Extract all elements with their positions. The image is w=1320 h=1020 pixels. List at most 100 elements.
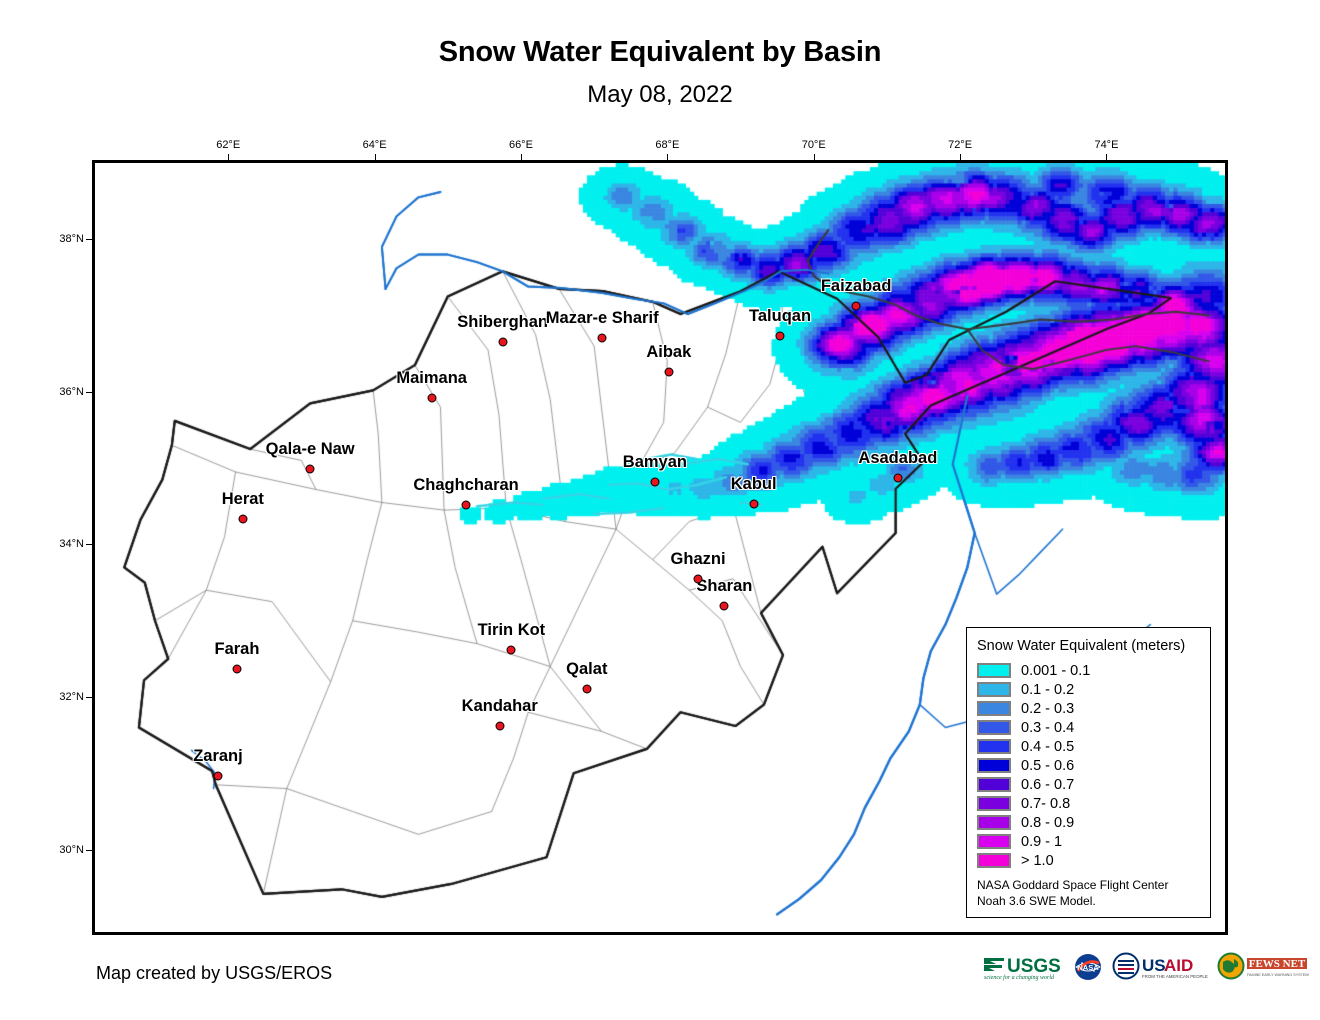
city-label: Bamyan — [622, 452, 687, 471]
city-marker[interactable] — [461, 500, 471, 510]
legend-color-swatch — [977, 853, 1011, 868]
legend-entry[interactable]: 0.5 - 0.6 — [977, 756, 1200, 775]
legend-entry-label: 0.9 - 1 — [1021, 833, 1063, 850]
city-label: Qalat — [566, 660, 608, 679]
city-marker[interactable] — [664, 367, 674, 377]
latitude-tick-label: 30°N — [59, 843, 84, 856]
legend-entry-label: > 1.0 — [1021, 852, 1054, 869]
legend-panel[interactable]: Snow Water Equivalent (meters) 0.001 - 0… — [966, 627, 1211, 919]
city-label: Chaghcharan — [413, 475, 519, 494]
legend-entry[interactable]: 0.2 - 0.3 — [977, 699, 1200, 718]
city-marker[interactable] — [749, 499, 759, 509]
legend-entry[interactable]: 0.4 - 0.5 — [977, 737, 1200, 756]
map-credit: Map created by USGS/EROS — [96, 963, 333, 983]
longitude-tick-mark — [667, 154, 669, 162]
legend-entry[interactable]: 0.6 - 0.7 — [977, 775, 1200, 794]
city-marker[interactable] — [851, 301, 861, 311]
city-marker[interactable] — [213, 771, 223, 781]
longitude-tick-label: 70°E — [801, 139, 826, 151]
city-marker[interactable] — [650, 477, 660, 487]
map-header: Snow Water Equivalent by Basin May 08, 2… — [0, 0, 1320, 109]
longitude-tick-mark — [960, 154, 962, 162]
legend-entry-label: 0.6 - 0.7 — [1021, 776, 1075, 793]
city-label: Zaranj — [193, 747, 243, 766]
latitude-tick-mark — [86, 697, 94, 699]
nasa-logo[interactable]: NASA — [1073, 952, 1103, 982]
legend-entry[interactable]: > 1.0 — [977, 851, 1200, 870]
city-label: Tirin Kot — [477, 620, 546, 639]
latitude-tick-mark — [86, 391, 94, 393]
svg-text:FEWS NET: FEWS NET — [1249, 958, 1306, 970]
agency-logo-bar: USGS science for a changing world NASA U… — [982, 952, 1309, 982]
usgs-logo[interactable]: USGS science for a changing world — [982, 952, 1064, 982]
city-label: Qala-e Naw — [265, 439, 355, 458]
legend-entry[interactable]: 0.7- 0.8 — [977, 794, 1200, 813]
longitude-tick-mark — [228, 154, 230, 162]
usaid-logo[interactable]: US AID FROM THE AMERICAN PEOPLE — [1112, 952, 1208, 982]
longitude-tick-label: 64°E — [362, 139, 387, 151]
svg-text:NASA: NASA — [1077, 963, 1099, 972]
city-marker[interactable] — [582, 684, 592, 694]
legend-entry-label: 0.001 - 0.1 — [1021, 662, 1091, 679]
legend-entry[interactable]: 0.9 - 1 — [977, 832, 1200, 851]
legend-entry-label: 0.2 - 0.3 — [1021, 700, 1075, 717]
city-marker[interactable] — [893, 473, 903, 483]
city-marker[interactable] — [427, 393, 437, 403]
legend-color-swatch — [977, 815, 1011, 830]
legend-color-swatch — [977, 682, 1011, 697]
legend-title: Snow Water Equivalent (meters) — [977, 638, 1186, 654]
legend-color-swatch — [977, 796, 1011, 811]
longitude-tick-label: 72°E — [948, 139, 973, 151]
latitude-tick-mark — [86, 239, 94, 241]
legend-entry[interactable]: 0.001 - 0.1 — [977, 661, 1200, 680]
city-label: Asadabad — [858, 449, 938, 468]
legend-color-swatch — [977, 720, 1011, 735]
legend-color-swatch — [977, 739, 1011, 754]
svg-text:FAMINE EARLY WARNING SYSTEMS N: FAMINE EARLY WARNING SYSTEMS NETWORK — [1247, 973, 1309, 977]
city-marker[interactable] — [305, 464, 315, 474]
legend-source-line-2: Noah 3.6 SWE Model. — [977, 893, 1096, 908]
svg-text:USGS: USGS — [1007, 956, 1061, 977]
fewsnet-logo[interactable]: FEWS NET FAMINE EARLY WARNING SYSTEMS NE… — [1217, 952, 1309, 982]
city-marker[interactable] — [232, 664, 242, 674]
city-marker[interactable] — [495, 721, 505, 731]
latitude-tick-label: 34°N — [59, 538, 84, 551]
city-marker[interactable] — [719, 601, 729, 611]
city-marker[interactable] — [775, 331, 785, 341]
longitude-tick-label: 68°E — [655, 139, 680, 151]
legend-source-line-1: NASA Goddard Space Flight Center — [977, 878, 1169, 892]
page-title: Snow Water Equivalent by Basin — [438, 36, 882, 68]
legend-color-swatch — [977, 834, 1011, 849]
longitude-tick-mark — [374, 154, 376, 162]
latitude-tick-label: 38°N — [59, 233, 84, 246]
legend-color-swatch — [977, 701, 1011, 716]
latitude-tick-mark — [86, 849, 94, 851]
latitude-tick-mark — [86, 544, 94, 546]
legend-entry-label: 0.3 - 0.4 — [1021, 719, 1075, 736]
legend-entry-label: 0.5 - 0.6 — [1021, 757, 1075, 774]
legend-entry-label: 0.7- 0.8 — [1021, 795, 1071, 812]
longitude-tick-mark — [520, 154, 522, 162]
longitude-tick-label: 66°E — [508, 139, 533, 151]
latitude-tick-label: 36°N — [59, 385, 84, 398]
legend-color-swatch — [977, 663, 1011, 678]
city-marker[interactable] — [238, 514, 248, 523]
legend-entry-label: 0.4 - 0.5 — [1021, 738, 1075, 755]
map-frame[interactable]: Faizabad Shiberghan Mazar-e Sharif Taluqan A… — [92, 160, 1228, 935]
city-label: Farah — [214, 639, 260, 658]
latitude-tick-label: 32°N — [59, 691, 84, 704]
legend-entry[interactable]: 0.8 - 0.9 — [977, 813, 1200, 832]
city-marker[interactable] — [597, 333, 607, 343]
legend-entry-list: 0.001 - 0.1 0.1 - 0.2 0.2 - 0.3 0.3 - 0.4 0.… — [977, 661, 1200, 870]
legend-entry[interactable]: 0.3 - 0.4 — [977, 718, 1200, 737]
svg-text:FROM THE AMERICAN PEOPLE: FROM THE AMERICAN PEOPLE — [1142, 974, 1208, 979]
city-label: Ghazni — [670, 549, 726, 568]
legend-color-swatch — [977, 777, 1011, 792]
legend-entry[interactable]: 0.1 - 0.2 — [977, 680, 1200, 699]
legend-entry-label: 0.1 - 0.2 — [1021, 681, 1075, 698]
city-label: Herat — [221, 489, 264, 508]
city-marker[interactable] — [498, 337, 508, 347]
city-label: Kandahar — [461, 697, 538, 716]
city-marker[interactable] — [693, 574, 703, 584]
city-marker[interactable] — [506, 645, 516, 655]
